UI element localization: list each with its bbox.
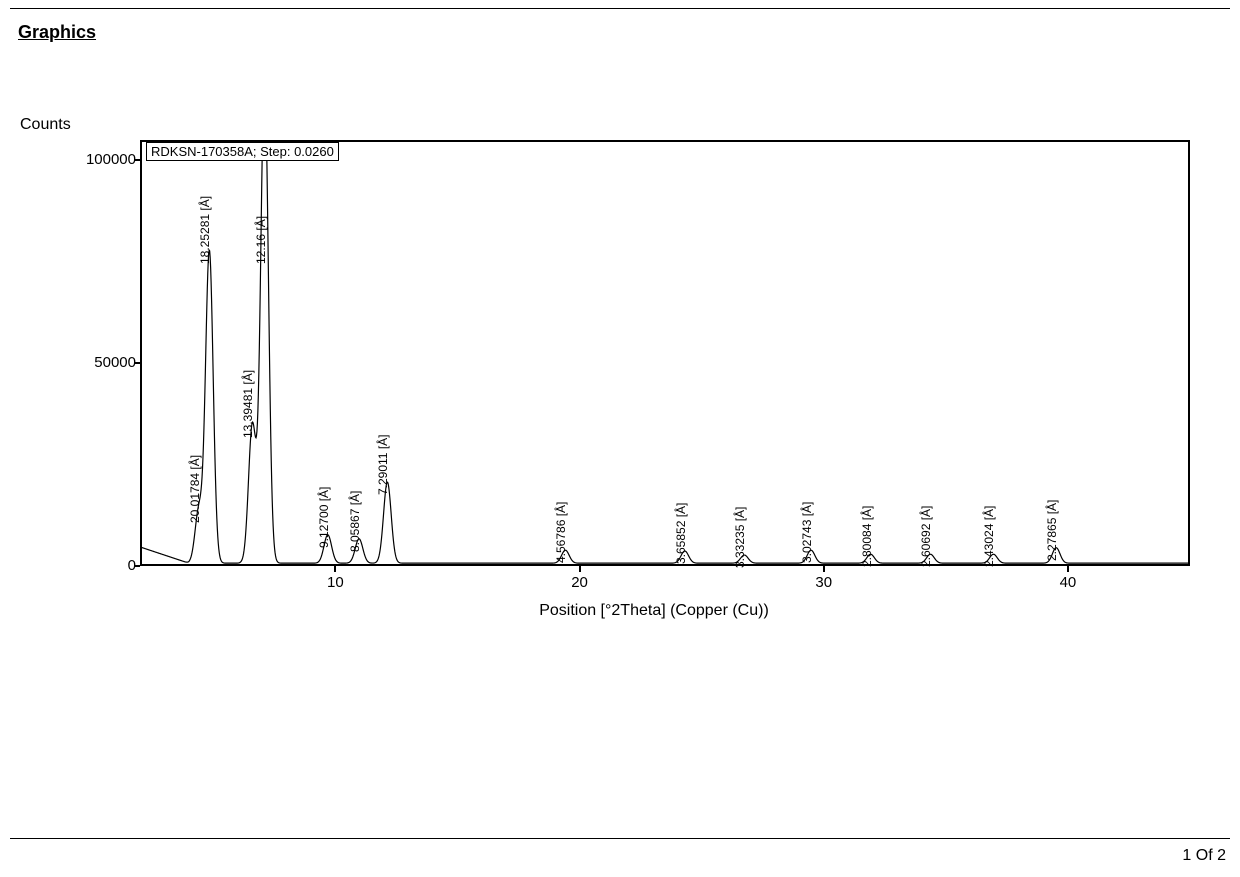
page: Graphics Counts 050000100000 RDKSN-17035… — [0, 0, 1240, 877]
x-tick-mark — [334, 566, 336, 572]
y-tick-label: 50000 — [66, 354, 136, 371]
peak-d-spacing-label: 13.39481 [Å] — [241, 370, 255, 438]
top-rule — [10, 8, 1230, 9]
x-axis-title: Position [°2Theta] (Copper (Cu)) — [104, 602, 1204, 620]
peak-d-spacing-label: 9.12700 [Å] — [317, 486, 331, 547]
x-tick-label: 10 — [327, 574, 344, 591]
x-tick-label: 30 — [815, 574, 832, 591]
peak-d-spacing-label: 2.60692 [Å] — [919, 506, 933, 567]
x-tick-label: 40 — [1060, 574, 1077, 591]
peak-d-spacing-label: 7.29011 [Å] — [376, 434, 390, 495]
y-tick-label: 0 — [66, 557, 136, 574]
y-tick-label: 100000 — [66, 151, 136, 168]
peak-d-spacing-label: 18.25281 [Å] — [198, 196, 212, 264]
peak-d-spacing-label: 3.02743 [Å] — [800, 502, 814, 563]
diffraction-curve — [140, 140, 1190, 566]
peak-d-spacing-label: 3.33235 [Å] — [733, 506, 747, 567]
x-tick-mark — [823, 566, 825, 572]
page-number: 1 Of 2 — [1182, 847, 1226, 865]
bottom-rule — [10, 838, 1230, 839]
peak-d-spacing-label: 12.16 [Å] — [254, 216, 268, 264]
x-tick-label: 20 — [571, 574, 588, 591]
section-title: Graphics — [18, 22, 96, 43]
xrd-chart: 050000100000 RDKSN-170358A; Step: 0.0260… — [104, 128, 1204, 598]
x-tick-mark — [1067, 566, 1069, 572]
peak-d-spacing-label: 4.56786 [Å] — [554, 502, 568, 563]
peak-d-spacing-label: 2.80084 [Å] — [860, 506, 874, 567]
peak-d-spacing-label: 2.27865 [Å] — [1045, 499, 1059, 560]
y-axis-title: Counts — [20, 116, 71, 134]
peak-d-spacing-label: 8.05867 [Å] — [348, 490, 362, 551]
x-tick-mark — [579, 566, 581, 572]
peak-d-spacing-label: 20.01784 [Å] — [188, 455, 202, 523]
peak-d-spacing-label: 2.43024 [Å] — [982, 506, 996, 567]
chart-legend: RDKSN-170358A; Step: 0.0260 — [146, 142, 339, 161]
peak-d-spacing-label: 3.65852 [Å] — [674, 502, 688, 563]
